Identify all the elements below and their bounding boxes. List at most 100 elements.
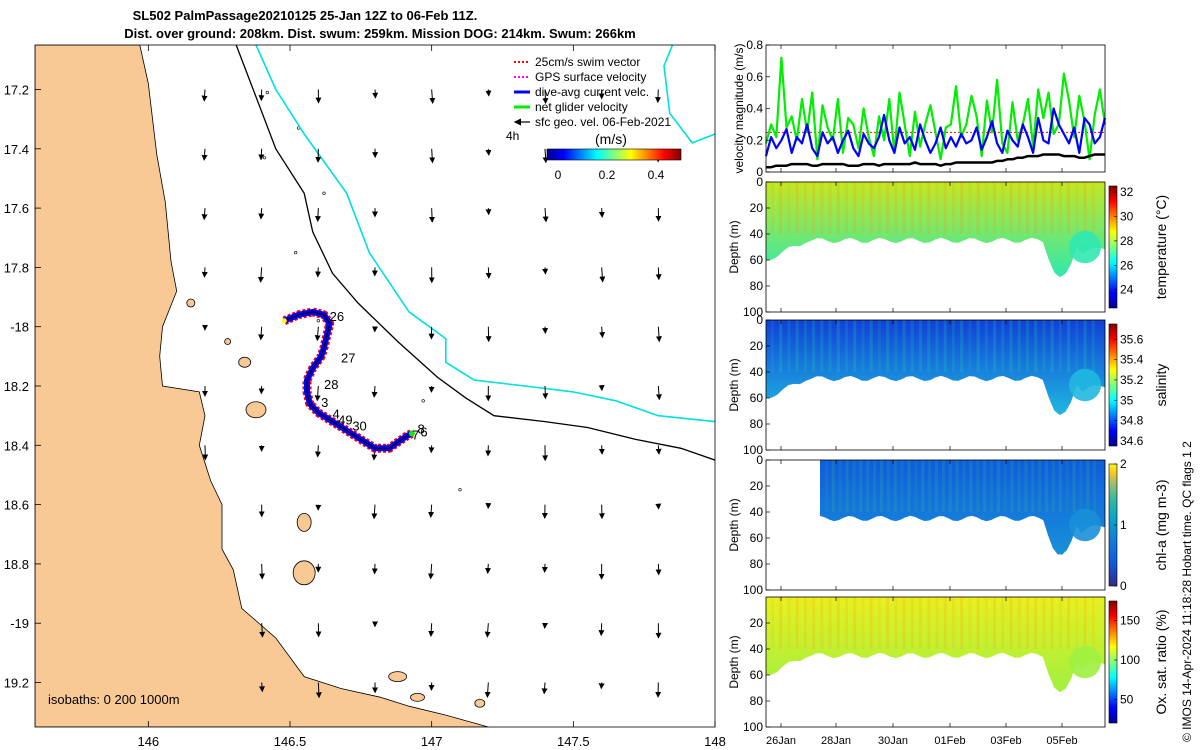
map-y-tick-label: 19.2 xyxy=(4,676,29,691)
section-streak xyxy=(779,597,783,649)
y-tick-label: 40 xyxy=(750,365,764,379)
velocity-series-line xyxy=(764,107,1107,158)
section-streak xyxy=(1091,597,1095,649)
day-label: 49 xyxy=(338,413,352,428)
section-streak xyxy=(845,320,849,372)
section-streak xyxy=(976,182,980,234)
section-streak xyxy=(1042,182,1046,234)
current-arrow xyxy=(542,89,549,105)
current-arrow xyxy=(655,326,662,343)
section-streak xyxy=(935,320,939,372)
section-streak xyxy=(976,597,980,649)
cbar-tick-label: 35.2 xyxy=(1120,373,1144,387)
cbar-tick-label: 0 xyxy=(1120,579,1127,593)
section-streak xyxy=(1091,320,1095,372)
footer-credit: © IMOS 14-Apr-2024 11:18:28 Hobart time.… xyxy=(1180,441,1194,742)
section-streak xyxy=(1001,182,1005,234)
section-streak xyxy=(852,460,856,512)
section-streak xyxy=(869,182,873,234)
section-streak xyxy=(902,320,906,372)
coastline xyxy=(35,45,489,727)
current-arrow xyxy=(314,445,321,458)
chla-panel: 0 20 40 60 80 100 Depth (m) 0 1 2 chl-a (mg m-3) xyxy=(727,453,1169,597)
current-arrow xyxy=(485,267,492,279)
island xyxy=(245,401,267,419)
cbar-tick-label: 24 xyxy=(1120,283,1134,297)
section-fill xyxy=(766,597,1105,693)
current-arrow xyxy=(315,267,322,278)
section-streak xyxy=(859,460,863,512)
section-streak xyxy=(1058,182,1062,234)
section-streak xyxy=(919,320,923,372)
current-arrow xyxy=(655,445,662,455)
section-streak xyxy=(787,597,791,649)
y-tick-label: 100 xyxy=(743,443,763,457)
cbar-tick-label: 34.8 xyxy=(1120,414,1144,428)
island xyxy=(296,513,312,532)
section-streak xyxy=(1009,597,1013,649)
section-streak xyxy=(910,597,914,649)
section-streak xyxy=(795,182,799,234)
section-streak xyxy=(969,460,973,512)
section-streak xyxy=(812,597,816,649)
current-arrow xyxy=(201,89,208,102)
current-arrow xyxy=(655,89,662,104)
day-label: 30 xyxy=(352,418,366,433)
day-label: 8 xyxy=(418,421,425,436)
current-arrow xyxy=(257,267,264,283)
map-y-tick-label: 17.4 xyxy=(4,142,29,157)
reef-dot xyxy=(294,250,298,255)
section-streak xyxy=(996,460,1000,512)
section-streak xyxy=(1017,182,1021,234)
cbar-tick-label: 2 xyxy=(1120,457,1127,471)
y-tick-label: 0.4 xyxy=(746,102,763,116)
section-streak xyxy=(836,320,840,372)
current-arrow xyxy=(542,148,549,164)
current-arrow xyxy=(258,148,265,161)
section-streak xyxy=(1075,597,1079,649)
section-streak xyxy=(921,460,925,512)
section-streak xyxy=(1025,320,1029,372)
section-streak xyxy=(787,182,791,234)
section-streak xyxy=(1017,597,1021,649)
y-tick-label: 80 xyxy=(750,694,764,708)
current-arrow xyxy=(259,623,266,638)
island xyxy=(410,692,425,702)
section-streak xyxy=(828,320,832,372)
current-arrow xyxy=(484,682,491,698)
day-label: 26 xyxy=(330,309,344,324)
panel-frame xyxy=(765,596,1106,728)
section-streak xyxy=(1075,182,1079,234)
section-streak xyxy=(820,182,824,234)
cbar-tick-label: 32 xyxy=(1120,185,1134,199)
current-arrow xyxy=(258,326,265,341)
section-streak xyxy=(1009,182,1013,234)
map-y-tick-label: 17.6 xyxy=(4,201,29,216)
section-streak xyxy=(779,320,783,372)
current-arrow xyxy=(428,623,435,637)
y-tick-label: 0.2 xyxy=(746,133,763,147)
y-tick-label: 60 xyxy=(750,668,764,682)
section-streak xyxy=(1086,460,1090,512)
section-streak xyxy=(886,182,890,234)
section-streak xyxy=(845,182,849,234)
current-arrow xyxy=(428,504,435,519)
day-label: 27 xyxy=(341,350,355,365)
oxygen-panel: 20 40 60 80 100 Depth (m) 50 100 150 Ox. sat. rat… xyxy=(727,596,1169,734)
section-streak xyxy=(948,460,952,512)
map-y-tick-label: 17.8 xyxy=(4,260,29,275)
section-colorbar xyxy=(1108,185,1118,309)
section-streak xyxy=(951,320,955,372)
map-x-ticks: 146 146.5 147 147.5 148 xyxy=(137,45,726,749)
section-streak xyxy=(910,182,914,234)
colorbar-tick-0: 0 xyxy=(555,168,562,182)
y-tick-label: 80 xyxy=(750,417,764,431)
temperature-panel: 0 20 40 60 80 100 Depth (m) 24 26 28 30 32 temperatu… xyxy=(727,175,1169,319)
colorbar-label: salinity xyxy=(1153,364,1169,407)
cbar-tick-label: 35 xyxy=(1120,393,1134,407)
section-streak xyxy=(1067,182,1071,234)
glider-track xyxy=(281,307,415,453)
legend-current: dive-avg current velc. xyxy=(535,85,649,99)
